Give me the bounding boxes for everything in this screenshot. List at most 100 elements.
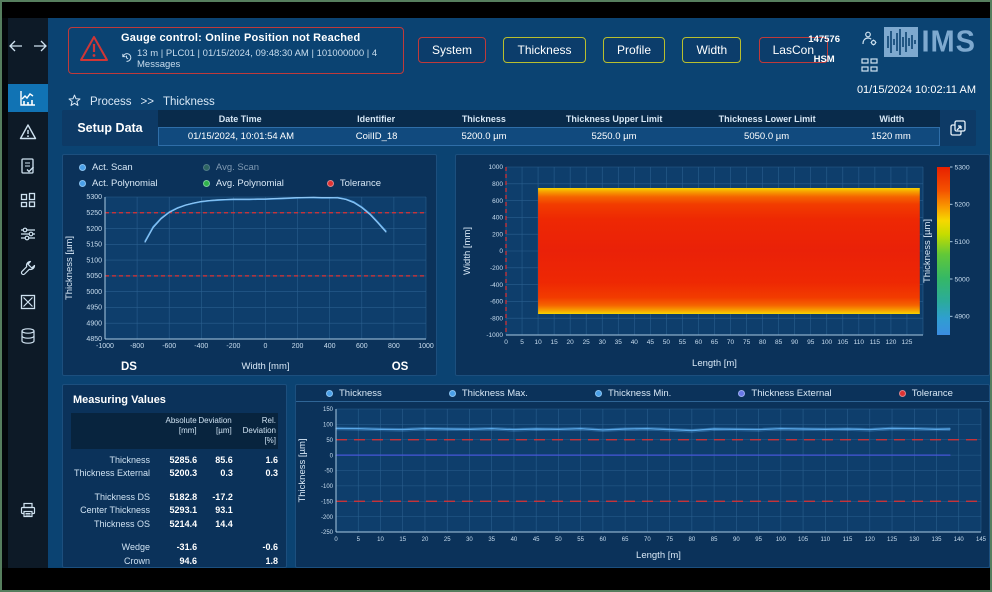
- plant-structure-icon[interactable]: [861, 58, 878, 77]
- sidebar-item-print[interactable]: [8, 496, 48, 524]
- svg-text:-200: -200: [226, 343, 240, 350]
- legend-item-tolerance[interactable]: Tolerance: [327, 178, 426, 190]
- svg-text:50: 50: [555, 537, 562, 543]
- svg-text:135: 135: [932, 537, 943, 543]
- legend-item-thickness[interactable]: Thickness: [326, 388, 382, 399]
- sidebar-item-dashboard[interactable]: [8, 186, 48, 214]
- svg-text:70: 70: [644, 537, 651, 543]
- svg-text:0: 0: [499, 248, 503, 255]
- warning-triangle-icon: [19, 123, 37, 141]
- open-in-window-button[interactable]: [940, 110, 976, 146]
- svg-text:100: 100: [776, 537, 787, 543]
- setup-data-value-row[interactable]: 01/15/2024, 10:01:54 AMCoilID_185200.0 µ…: [158, 127, 940, 146]
- thickness-heatmap-chart[interactable]: 0510152025303540455055606570758085909510…: [460, 159, 985, 371]
- alert-banner[interactable]: Gauge control: Online Position not Reach…: [68, 27, 404, 74]
- legend-item-thickness-max[interactable]: Thickness Max.: [449, 388, 528, 399]
- legend-item-act-scan[interactable]: Act. Scan: [79, 162, 203, 174]
- svg-text:125: 125: [902, 339, 913, 346]
- forward-arrow-icon[interactable]: [33, 38, 47, 54]
- svg-text:5: 5: [357, 537, 361, 543]
- svg-text:800: 800: [492, 181, 503, 188]
- svg-text:90: 90: [733, 537, 740, 543]
- ims-logo: IMS: [884, 27, 976, 57]
- nav-button-width[interactable]: Width: [682, 37, 741, 63]
- favorite-star-icon[interactable]: [68, 94, 81, 110]
- main-content: Gauge control: Online Position not Reach…: [48, 18, 990, 568]
- back-arrow-icon[interactable]: [9, 38, 23, 54]
- alert-details-text: 13 m | PLC01 | 01/15/2024, 09:48:30 AM |…: [137, 48, 393, 70]
- sidebar-item-settings[interactable]: [8, 220, 48, 248]
- svg-text:Width [mm]: Width [mm]: [462, 227, 473, 275]
- mv-row-thickness-external: Thickness External5200.30.30.3: [71, 467, 278, 481]
- crossed-box-icon: [19, 293, 37, 311]
- legend-marker-icon: [203, 164, 210, 171]
- setup-col-thickness-lower-limit: Thickness Lower Limit: [691, 110, 844, 127]
- profile-legend: Act. ScanAvg. ScanAct. PolynomialAvg. Po…: [63, 155, 436, 191]
- svg-text:120: 120: [885, 339, 896, 346]
- svg-text:10: 10: [534, 339, 542, 346]
- svg-text:Width [mm]: Width [mm]: [241, 361, 289, 372]
- svg-text:-250: -250: [321, 530, 334, 536]
- svg-text:1000: 1000: [418, 343, 434, 350]
- svg-text:15: 15: [550, 339, 558, 346]
- sidebar-item-trends[interactable]: [8, 84, 48, 112]
- svg-text:5000: 5000: [86, 289, 102, 296]
- line-id-block: 147576 HSM: [808, 30, 840, 70]
- svg-text:Thickness [µm]: Thickness [µm]: [922, 219, 933, 283]
- legend-item-avg-polynomial[interactable]: Avg. Polynomial: [203, 178, 327, 190]
- waveform-icon: [884, 27, 918, 57]
- measuring-values-panel: Measuring Values Absolute[mm]Deviation[µ…: [62, 384, 287, 568]
- legend-item-act-polynomial[interactable]: Act. Polynomial: [79, 178, 203, 190]
- mv-row-thickness-os: Thickness OS5214.414.4: [71, 517, 278, 531]
- svg-text:35: 35: [488, 537, 495, 543]
- sidebar-item-alarms[interactable]: [8, 118, 48, 146]
- svg-text:200: 200: [292, 343, 304, 350]
- nav-button-profile[interactable]: Profile: [603, 37, 665, 63]
- setup-val-thickness: 5200.0 µm: [430, 128, 537, 145]
- report-check-icon: [19, 157, 37, 175]
- breadcrumb-root[interactable]: Process: [90, 96, 132, 108]
- legend-item-thickness-min[interactable]: Thickness Min.: [595, 388, 671, 399]
- svg-text:105: 105: [837, 339, 848, 346]
- svg-text:50: 50: [663, 339, 671, 346]
- legend-item-thickness-external[interactable]: Thickness External: [738, 388, 831, 399]
- svg-text:60: 60: [600, 537, 607, 543]
- svg-text:-150: -150: [321, 499, 334, 505]
- svg-text:10: 10: [377, 537, 384, 543]
- legend-marker-icon: [449, 390, 456, 397]
- svg-text:Length [m]: Length [m]: [692, 358, 737, 369]
- breadcrumb-current[interactable]: Thickness: [163, 96, 215, 108]
- window-titlebar: [2, 2, 990, 18]
- svg-text:5100: 5100: [955, 239, 970, 246]
- svg-text:25: 25: [583, 339, 591, 346]
- database-icon: [19, 327, 37, 345]
- svg-text:-400: -400: [490, 282, 503, 289]
- nav-button-thickness[interactable]: Thickness: [503, 37, 585, 63]
- user-settings-icon[interactable]: [861, 30, 878, 52]
- thickness-trend-chart[interactable]: 0510152025303540455055606570758085909510…: [296, 402, 989, 567]
- nav-button-system[interactable]: System: [418, 37, 486, 63]
- svg-text:55: 55: [577, 537, 584, 543]
- svg-text:0: 0: [504, 339, 508, 346]
- svg-text:140: 140: [954, 537, 965, 543]
- svg-text:1000: 1000: [489, 164, 504, 171]
- svg-text:5000: 5000: [955, 276, 970, 283]
- svg-text:70: 70: [727, 339, 735, 346]
- setup-val-width: 1520 mm: [843, 128, 939, 145]
- thickness-profile-chart[interactable]: -1000-800-600-400-2000200400600800100048…: [63, 191, 436, 375]
- legend-item-tolerance[interactable]: Tolerance: [899, 388, 953, 399]
- svg-text:-400: -400: [194, 343, 208, 350]
- sidebar-item-maintenance[interactable]: [8, 254, 48, 282]
- sidebar-item-reports[interactable]: [8, 152, 48, 180]
- svg-text:0: 0: [264, 343, 268, 350]
- svg-text:200: 200: [492, 231, 503, 238]
- thickness-trend-panel: Thickness Thickness Max. Thickness Min. Thi…: [295, 384, 990, 568]
- svg-text:90: 90: [791, 339, 799, 346]
- svg-text:25: 25: [444, 537, 451, 543]
- sidebar-item-diagnostics[interactable]: [8, 288, 48, 316]
- legend-item-avg-scan[interactable]: Avg. Scan: [203, 162, 327, 174]
- logo-text: IMS: [921, 27, 976, 57]
- setup-data-title: Setup Data: [62, 110, 158, 146]
- svg-text:5300: 5300: [955, 164, 970, 171]
- sidebar-item-database[interactable]: [8, 322, 48, 350]
